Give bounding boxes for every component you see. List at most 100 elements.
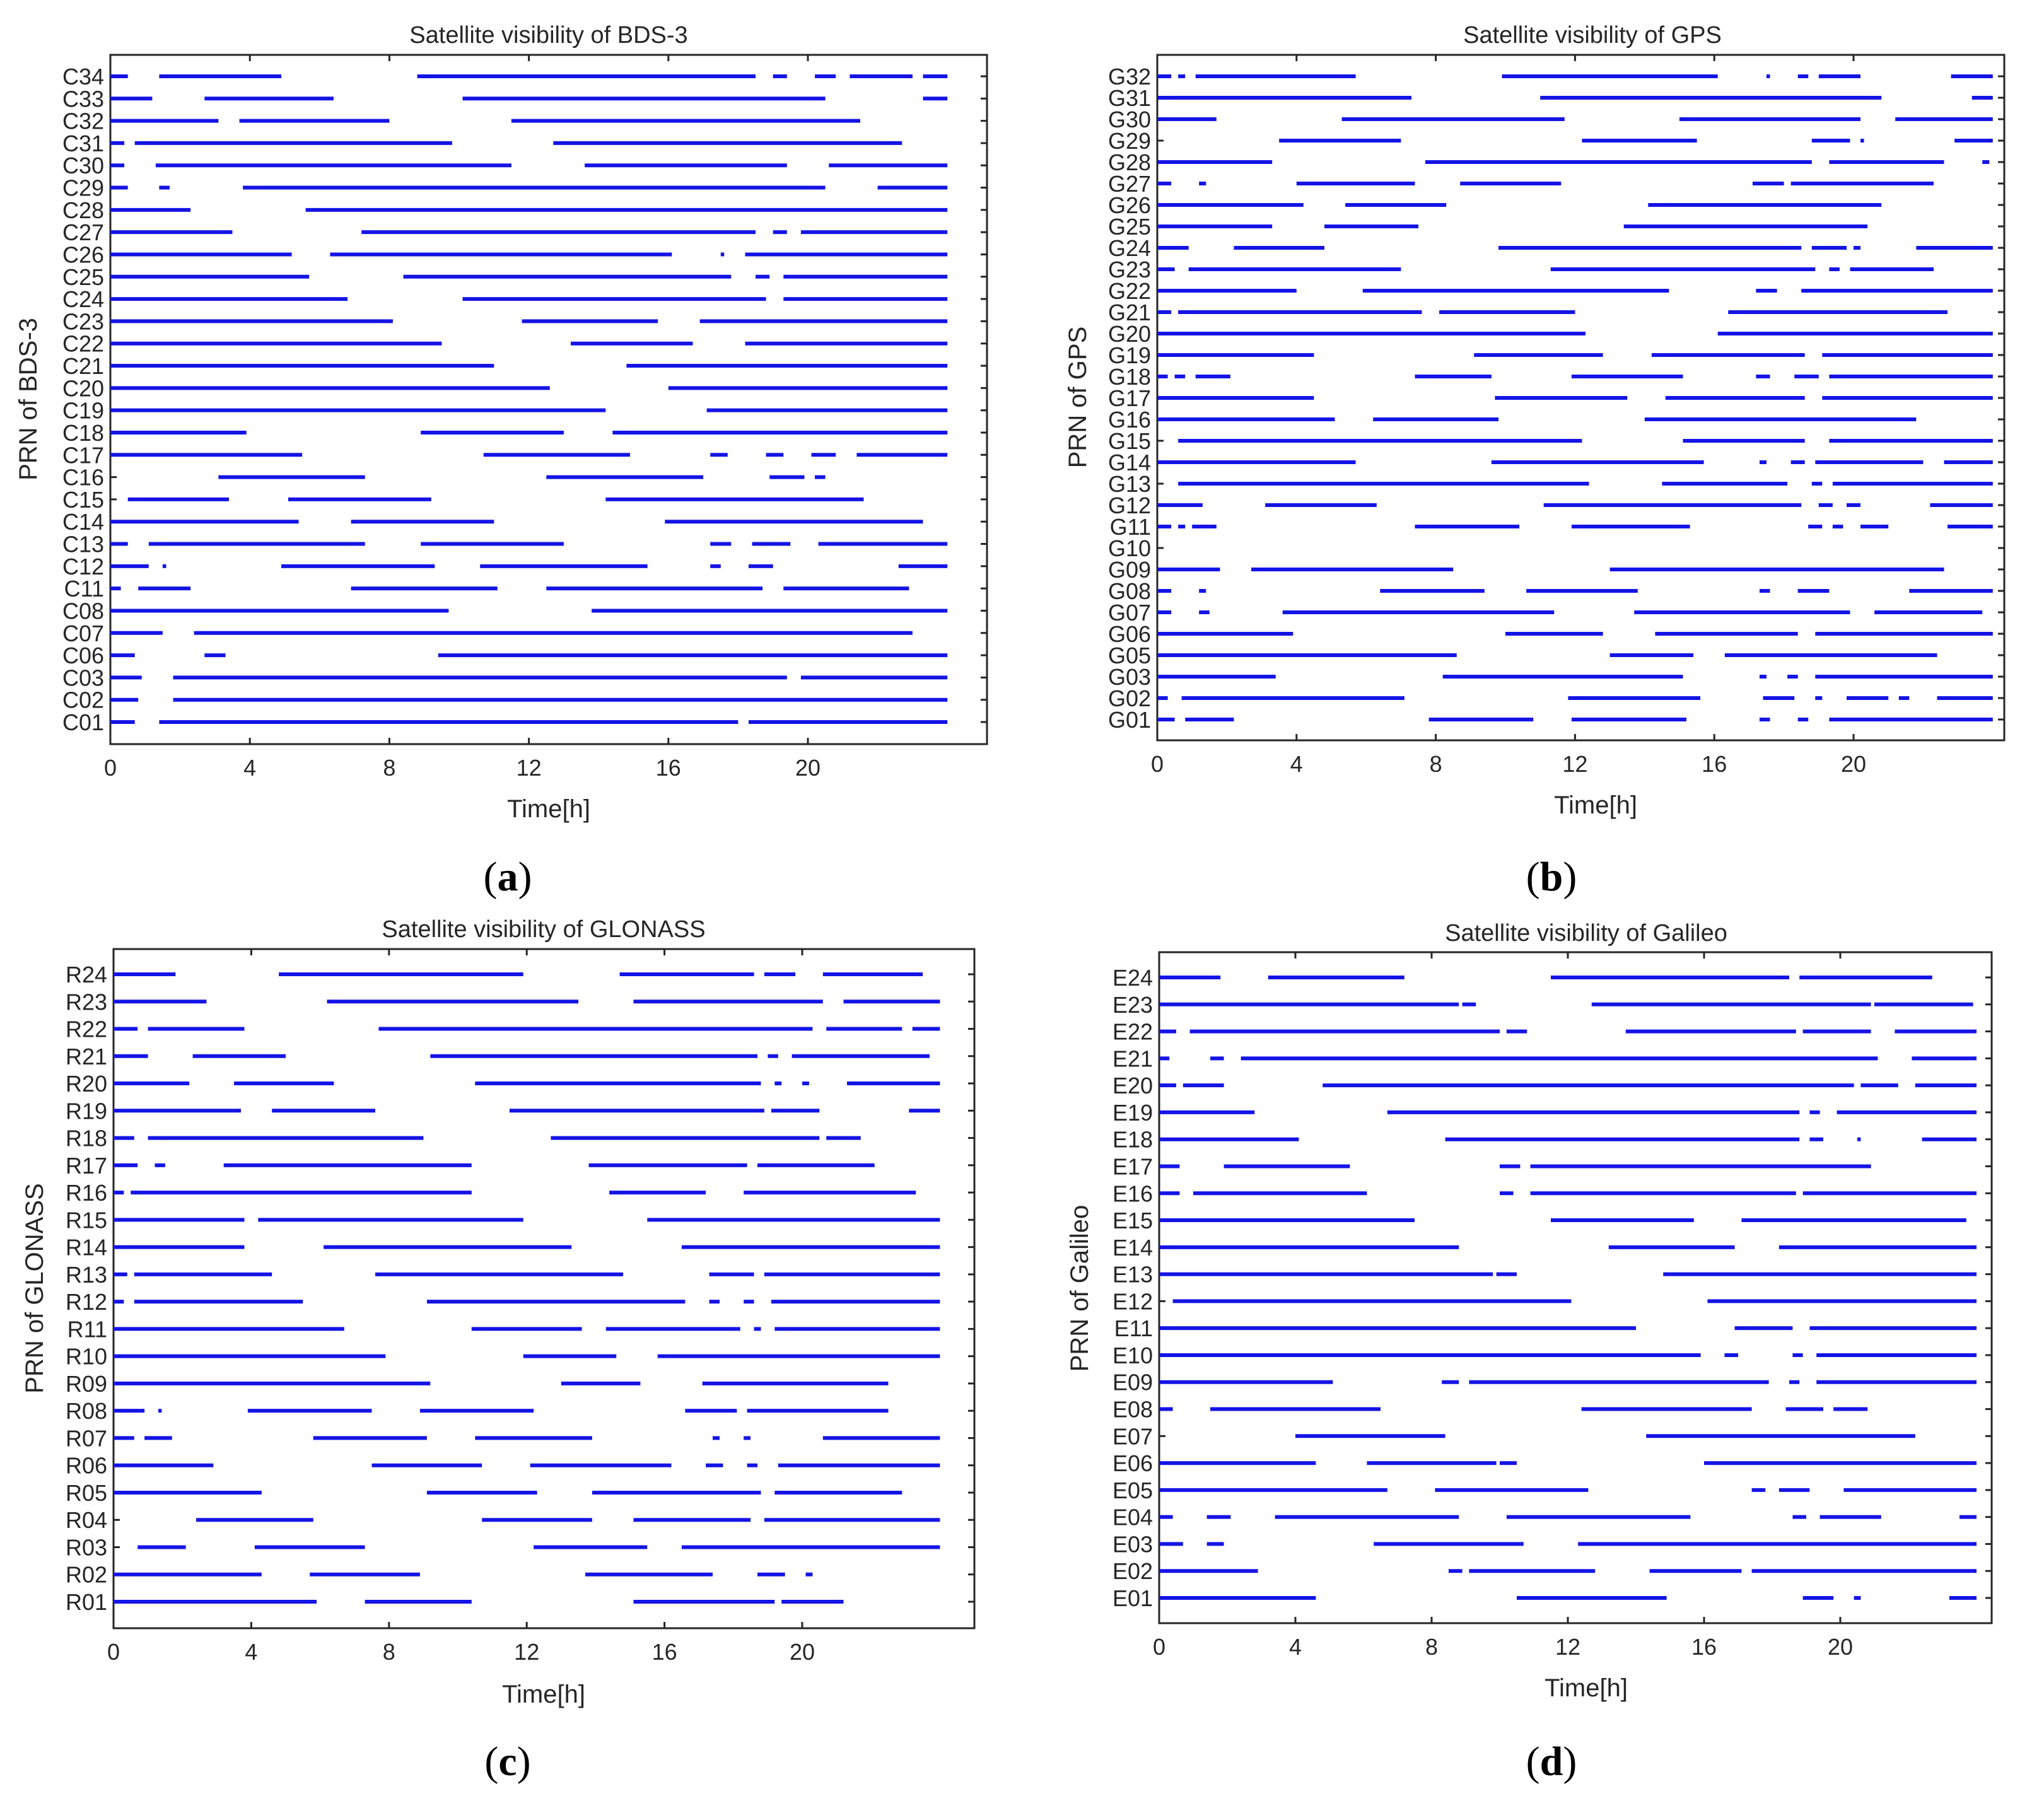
x-tick-label: 4 <box>1289 1634 1302 1660</box>
y-tick-label: G21 <box>1108 300 1151 325</box>
panel-label: (c) <box>484 1739 530 1785</box>
y-tick-label: R15 <box>66 1207 107 1233</box>
plot-frame <box>109 54 988 745</box>
y-tick-label: R09 <box>66 1371 107 1397</box>
panel-gps-chart: Satellite visibility of GPS Time[h] PRN … <box>1064 22 2006 900</box>
y-tick-label: R08 <box>66 1398 107 1424</box>
y-tick-label: R07 <box>66 1425 107 1451</box>
y-tick-label: C01 <box>62 709 104 735</box>
y-tick-label: C08 <box>62 598 104 624</box>
y-tick-label: E17 <box>1113 1153 1153 1179</box>
y-tick-label: R02 <box>66 1562 107 1588</box>
y-tick-label: C17 <box>62 442 104 468</box>
y-tick-label: C21 <box>62 353 104 379</box>
x-tick-label: 8 <box>383 1639 395 1665</box>
y-tick-label: E24 <box>1113 965 1153 991</box>
x-tick-label: 20 <box>795 755 821 781</box>
y-tick-label: C03 <box>62 665 104 691</box>
x-tick-label: 0 <box>1151 751 1164 777</box>
y-tick-label: G29 <box>1108 128 1151 154</box>
y-tick-label: G10 <box>1108 535 1151 561</box>
ticks: 0 4 8 12 16 20E01E02E03E04E05E06E07E08E09E10E… <box>1113 952 1992 1660</box>
panel-label: (b) <box>1526 854 1577 900</box>
y-tick-label: G08 <box>1108 578 1151 604</box>
y-tick-label: R12 <box>66 1289 107 1315</box>
y-tick-label: G28 <box>1108 149 1151 175</box>
ticks: 0 4 8 12 16 20R01R02R03R04R05R06R07R08R09R10R… <box>66 949 974 1665</box>
y-tick-label: R13 <box>66 1262 107 1288</box>
y-tick-label: C23 <box>62 308 104 334</box>
panel-label: (d) <box>1526 1739 1577 1785</box>
y-tick-label: G06 <box>1108 621 1151 647</box>
chart-title: Satellite visibility of Galileo <box>1445 920 1727 947</box>
x-tick-label: 0 <box>107 1639 120 1665</box>
y-tick-label: C18 <box>62 420 104 446</box>
visibility-marks <box>114 972 940 1604</box>
y-tick-label: E11 <box>1114 1315 1153 1341</box>
x-tick-label: 8 <box>383 755 395 781</box>
y-tick-label: C11 <box>64 576 104 602</box>
y-tick-label: C28 <box>62 197 104 223</box>
y-tick-label: R21 <box>66 1044 107 1070</box>
y-tick-label: G14 <box>1108 450 1151 475</box>
y-axis-title: PRN of GPS <box>1064 327 1092 469</box>
x-tick-label: 20 <box>790 1639 815 1665</box>
y-tick-label: E18 <box>1113 1127 1153 1153</box>
y-tick-label: R06 <box>66 1453 107 1479</box>
x-tick-label: 4 <box>1290 751 1303 777</box>
x-tick-label: 16 <box>656 755 681 781</box>
x-tick-label: 20 <box>1828 1634 1853 1660</box>
y-tick-label: C29 <box>62 175 104 201</box>
y-tick-label: G18 <box>1108 364 1151 390</box>
y-tick-label: G11 <box>1110 514 1151 540</box>
y-tick-label: G03 <box>1108 664 1151 690</box>
y-tick-label: G19 <box>1108 342 1151 368</box>
y-tick-label: C06 <box>62 643 104 668</box>
panel-bds3-chart: Satellite visibility of BDS-3 Time[h] PR… <box>15 22 988 900</box>
y-tick-label: G12 <box>1108 493 1151 518</box>
y-tick-label: C30 <box>62 153 104 178</box>
x-tick-label: 0 <box>1153 1634 1165 1660</box>
panel-galileo-chart: Satellite visibility of Galileo Time[h] … <box>1066 920 1993 1785</box>
x-tick-label: 0 <box>104 755 117 781</box>
plot-frame <box>112 948 976 1629</box>
y-tick-label: E14 <box>1113 1235 1153 1261</box>
y-tick-label: C19 <box>62 398 104 424</box>
y-tick-label: G09 <box>1108 557 1151 583</box>
y-tick-label: E19 <box>1113 1100 1153 1126</box>
x-tick-label: 12 <box>514 1639 539 1665</box>
y-axis-title: PRN of Galileo <box>1066 1205 1094 1372</box>
y-tick-label: R23 <box>66 989 107 1015</box>
y-tick-label: G16 <box>1108 407 1151 433</box>
visibility-marks <box>110 74 948 724</box>
y-axis-title: PRN of GLONASS <box>21 1183 49 1393</box>
x-tick-label: 12 <box>1555 1634 1580 1660</box>
x-axis-title: Time[h] <box>1554 791 1637 819</box>
y-tick-label: C12 <box>62 554 104 580</box>
chart-title: Satellite visibility of GLONASS <box>382 916 705 943</box>
y-tick-label: E01 <box>1113 1585 1153 1611</box>
ticks: 0 4 8 12 16 20C01C02C03C06C07C08C11C12C13C14C… <box>62 55 987 781</box>
y-tick-label: E10 <box>1113 1343 1153 1368</box>
y-tick-label: G20 <box>1108 321 1151 347</box>
y-tick-label: C13 <box>62 532 104 557</box>
y-tick-label: C31 <box>62 131 104 156</box>
y-tick-label: R19 <box>66 1098 107 1124</box>
panel-label: (a) <box>484 854 532 900</box>
y-tick-label: R20 <box>66 1071 107 1097</box>
x-tick-label: 16 <box>1702 751 1727 777</box>
y-tick-label: C16 <box>62 465 104 491</box>
y-tick-label: E08 <box>1113 1397 1153 1423</box>
plot-frame <box>1158 951 1993 1624</box>
y-tick-label: C02 <box>62 687 104 713</box>
y-tick-label: R24 <box>66 962 107 988</box>
y-tick-label: G07 <box>1108 600 1151 626</box>
y-tick-label: E09 <box>1113 1370 1153 1396</box>
y-tick-label: R14 <box>66 1235 107 1261</box>
y-tick-label: G02 <box>1108 685 1151 711</box>
y-tick-label: G01 <box>1108 707 1151 733</box>
y-tick-label: R22 <box>66 1017 107 1042</box>
y-tick-label: E03 <box>1113 1531 1153 1557</box>
y-tick-label: E22 <box>1113 1019 1153 1045</box>
y-tick-label: G13 <box>1108 471 1151 497</box>
